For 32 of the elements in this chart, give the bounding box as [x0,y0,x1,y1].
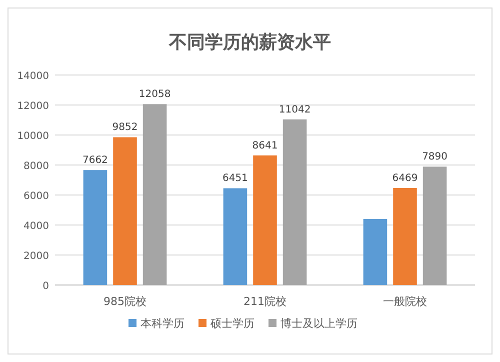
chart-title: 不同学历的薪资水平 [168,32,331,53]
y-tick-label: 0 [42,281,49,292]
bar [253,155,277,285]
bar [142,104,167,285]
x-tick-label: 一般院校 [383,295,427,308]
bar [223,188,248,285]
y-tick-label: 10000 [17,131,49,142]
bar [113,137,137,285]
bar [83,170,108,285]
bar [363,219,388,285]
x-tick-label: 211院校 [244,295,286,308]
y-tick-label: 6000 [24,191,49,202]
y-tick-label: 4000 [24,221,49,232]
legend-label: 博士及以上学历 [280,317,358,330]
data-label: 6451 [222,173,248,184]
y-tick-label: 14000 [17,71,49,82]
bar [282,119,307,285]
data-label: 11042 [278,104,311,116]
y-tick-label: 12000 [17,101,49,112]
data-label: 8641 [252,140,278,152]
data-label: 9852 [112,122,138,134]
bar [393,188,417,285]
legend-label: 本科学历 [140,317,184,330]
data-label: 7662 [82,155,108,166]
legend-label: 硕士学历 [210,317,254,330]
y-tick-label: 2000 [24,251,49,262]
x-tick-label: 985院校 [104,295,146,308]
bar [422,166,447,285]
data-label: 6469 [392,172,418,184]
y-tick-label: 8000 [24,161,49,172]
data-label: 12058 [138,89,171,100]
data-label: 7890 [422,152,448,163]
